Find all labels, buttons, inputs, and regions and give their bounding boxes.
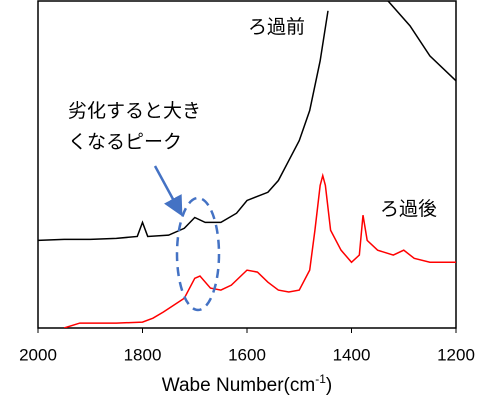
x-label-sup: -1 [315, 372, 326, 386]
x-tick-label: 2000 [19, 345, 57, 364]
x-tick-label: 1600 [228, 345, 266, 364]
x-tick-label: 1400 [333, 345, 371, 364]
annotation: 劣化すると大き [68, 100, 201, 122]
series-label: ろ過後 [380, 198, 437, 220]
series-line [63, 172, 456, 328]
x-tick-label: 1200 [437, 345, 475, 364]
series-line [38, 1, 456, 242]
arrow [153, 165, 183, 217]
highlight-ellipse [175, 196, 221, 312]
x-label-end: ) [326, 375, 332, 396]
series-label: ろ過前 [248, 16, 305, 38]
x-tick-label: 1800 [124, 345, 162, 364]
annotation: くなるピーク [68, 131, 182, 153]
x-axis-label: Wabe Number(cm-1) [162, 372, 332, 396]
x-label-text: Wabe Number(cm [162, 375, 315, 396]
plot-frame [37, 0, 457, 329]
